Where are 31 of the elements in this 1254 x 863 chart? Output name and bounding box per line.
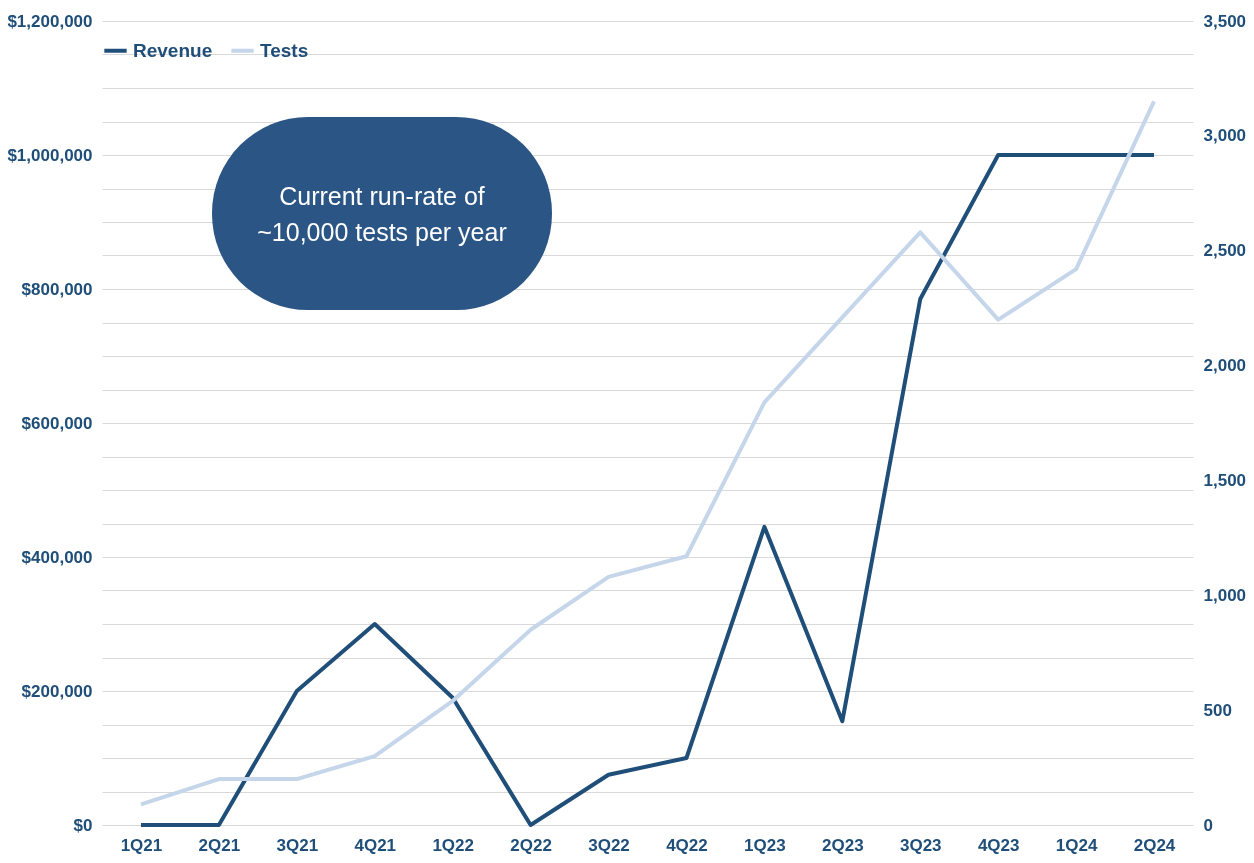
y2-tick-label: 3,000 [1203, 126, 1247, 146]
y-tick-label: $0 [73, 815, 93, 835]
x-tick-label: 4Q22 [666, 835, 708, 855]
x-tick-label: 2Q21 [198, 835, 241, 855]
y-tick-label: $200,000 [21, 681, 93, 701]
x-tick-label: 2Q24 [1133, 835, 1176, 855]
x-tick-label: 4Q23 [977, 835, 1020, 855]
y2-tick-label: 1,500 [1203, 470, 1247, 490]
x-tick-label: 1Q24 [1055, 835, 1098, 855]
legend-label: Revenue [133, 39, 213, 61]
y2-tick-label: 500 [1203, 700, 1232, 720]
x-tick-label: 2Q22 [510, 835, 552, 855]
x-tick-label: 1Q22 [432, 835, 474, 855]
x-tick-label: 3Q22 [588, 835, 630, 855]
legend-label: Tests [260, 39, 309, 61]
x-tick-label: 2Q23 [822, 835, 864, 855]
y-tick-label: $1,200,000 [7, 11, 93, 31]
x-tick-label: 3Q23 [899, 835, 942, 855]
y2-tick-label: 0 [1203, 815, 1213, 835]
y-tick-label: $400,000 [21, 547, 93, 567]
y-tick-label: $600,000 [21, 413, 93, 433]
x-tick-label: 1Q23 [744, 835, 786, 855]
y2-tick-label: 2,500 [1203, 241, 1247, 261]
y-tick-label: $1,000,000 [7, 145, 93, 165]
y-tick-label: $800,000 [21, 279, 93, 299]
x-tick-label: 1Q21 [120, 835, 163, 855]
y2-tick-label: 1,000 [1203, 585, 1247, 605]
x-tick-label: 3Q21 [276, 835, 319, 855]
x-tick-label: 4Q21 [354, 835, 397, 855]
y2-tick-label: 2,000 [1203, 356, 1247, 376]
y2-tick-label: 3,500 [1203, 11, 1247, 31]
